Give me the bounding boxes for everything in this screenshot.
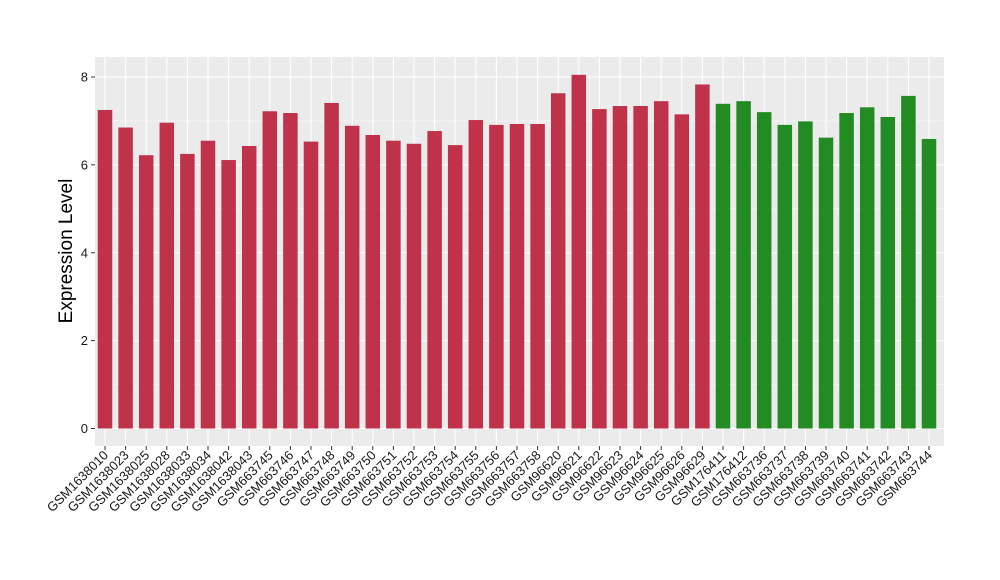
bar (262, 111, 278, 429)
bar (777, 124, 793, 429)
bar (200, 140, 216, 429)
bar (365, 134, 381, 429)
bar (221, 160, 236, 429)
y-tick-label: 0 (81, 421, 88, 436)
y-tick-label: 4 (81, 245, 88, 260)
bar (880, 116, 896, 429)
bar (509, 124, 525, 429)
bar (489, 124, 504, 429)
y-tick-label: 2 (81, 333, 88, 348)
bar (180, 153, 195, 429)
bar (118, 127, 133, 429)
bar (159, 122, 175, 429)
bar (653, 101, 669, 429)
bars-group (97, 74, 937, 429)
y-tick-label: 6 (81, 157, 88, 172)
bar (715, 103, 731, 429)
bar (447, 145, 463, 429)
bar (138, 155, 154, 429)
y-tick-label: 8 (81, 70, 88, 85)
bar (406, 143, 422, 429)
bar (283, 113, 298, 429)
bar (818, 137, 834, 429)
bar (859, 107, 875, 429)
bar (798, 121, 813, 429)
bar (303, 141, 319, 429)
bar (468, 120, 484, 429)
bar (839, 113, 854, 429)
bar (344, 125, 360, 429)
bar (550, 93, 566, 429)
bar (324, 102, 339, 429)
bar (97, 109, 113, 429)
bar (756, 112, 772, 429)
bar (674, 114, 690, 429)
bar (612, 105, 628, 429)
y-axis: 0 2 4 6 8 (81, 70, 95, 436)
bar (901, 95, 916, 429)
y-axis-title: Expression Level (56, 179, 77, 324)
bar (695, 84, 710, 429)
bar (736, 101, 751, 429)
bar (633, 105, 648, 429)
bar (592, 109, 607, 429)
bar (921, 138, 937, 429)
bar (386, 140, 401, 429)
bar (571, 74, 587, 429)
bar (427, 131, 442, 429)
bar (530, 124, 545, 429)
x-axis: GSM1638010GSM1638023GSM1638025GSM1638028… (44, 446, 935, 515)
bar (241, 145, 257, 429)
